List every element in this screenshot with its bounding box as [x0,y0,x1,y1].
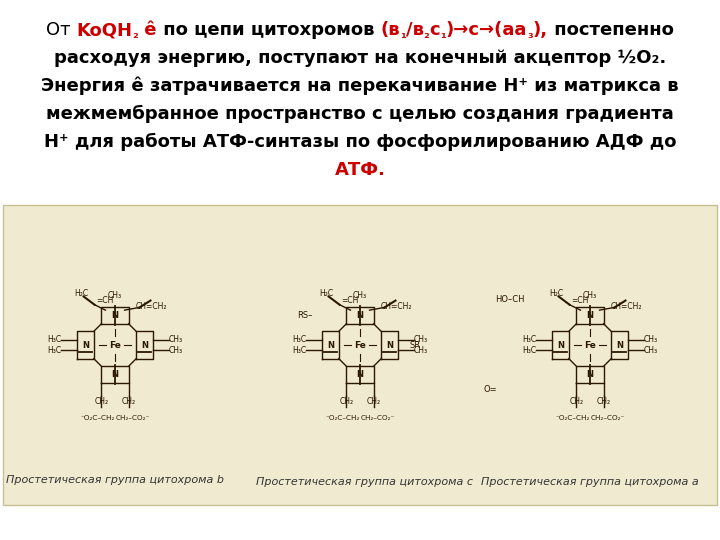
Text: Н⁺ для работы АТФ-синтазы по фосфорилированию АДФ до: Н⁺ для работы АТФ-синтазы по фосфорилиро… [44,133,676,151]
Text: CH₃: CH₃ [168,346,183,355]
Text: H₂C: H₂C [319,289,333,298]
Text: H₃C: H₃C [292,335,306,344]
Text: N: N [587,370,593,379]
Text: N: N [557,341,564,349]
Text: CH₃: CH₃ [644,346,658,355]
Text: постепенно: постепенно [548,21,674,39]
Text: SR: SR [410,341,420,349]
Text: с: с [429,21,440,39]
Text: ₃: ₃ [527,28,533,40]
Text: N: N [356,370,364,379]
Text: CH₂–CO₂⁻: CH₂–CO₂⁻ [361,415,395,421]
Text: H₃C: H₃C [522,346,536,355]
Text: CH=CH₂: CH=CH₂ [611,301,642,310]
Text: ₁: ₁ [400,28,405,40]
Text: АТФ.: АТФ. [335,161,385,179]
Text: Fe: Fe [584,341,596,349]
Text: =CH: =CH [96,296,113,305]
Text: ⁻O₂C–CH₂: ⁻O₂C–CH₂ [555,415,590,421]
Text: расходуя энергию, поступают на конечный акцептор ½О₂.: расходуя энергию, поступают на конечный … [54,49,666,67]
Text: CH₂: CH₂ [570,397,583,406]
FancyBboxPatch shape [3,205,717,505]
Text: по цепи цитохромов: по цепи цитохромов [156,21,380,39]
Text: H₃C: H₃C [522,335,536,344]
Text: H₂C: H₂C [549,289,563,298]
Text: )→с→(аа: )→с→(аа [446,21,527,39]
Text: От: От [46,21,76,39]
Text: Простетическая группа цитохрома a: Простетическая группа цитохрома a [481,477,699,487]
Text: CH=CH₂: CH=CH₂ [135,301,167,310]
Text: Простетическая группа цитохрома b: Простетическая группа цитохрома b [6,475,224,485]
Text: N: N [112,370,119,379]
Text: N: N [356,311,364,320]
Text: ₁: ₁ [440,28,446,40]
Text: (в: (в [380,21,400,39]
Text: /в: /в [405,21,423,39]
Text: CH₂: CH₂ [94,397,109,406]
Text: CH₃: CH₃ [353,291,367,300]
Text: межмембранное пространство с целью создания градиента: межмембранное пространство с целью созда… [46,105,674,123]
Text: CH₂: CH₂ [597,397,611,406]
Text: N: N [616,341,623,349]
Text: RS–: RS– [297,310,312,320]
Text: N: N [587,311,593,320]
Text: CH₂: CH₂ [366,397,381,406]
Text: ê: ê [138,21,156,39]
Text: CH₂–CO₂⁻: CH₂–CO₂⁻ [590,415,625,421]
Text: H₃C: H₃C [292,346,306,355]
Text: ⁻O₂C–CH₂: ⁻O₂C–CH₂ [325,415,359,421]
Text: KoQH: KoQH [76,21,132,39]
Text: Fe: Fe [109,341,121,349]
Text: CH=CH₂: CH=CH₂ [380,301,412,310]
Text: ⁻O₂C–CH₂: ⁻O₂C–CH₂ [80,415,114,421]
Text: Fe: Fe [354,341,366,349]
Text: CH₃: CH₃ [644,335,658,344]
Text: H₃C: H₃C [47,335,61,344]
Text: O=: O= [483,386,497,395]
Text: =CH: =CH [341,296,359,305]
Text: =CH: =CH [571,296,588,305]
Text: Энергия ê затрачивается на перекачивание Н⁺ из матрикса в: Энергия ê затрачивается на перекачивание… [41,77,679,95]
Text: N: N [141,341,148,349]
Text: H₃C: H₃C [47,346,61,355]
Text: HO–CH: HO–CH [495,295,525,305]
Text: H₂C: H₂C [74,289,88,298]
Text: CH₂: CH₂ [339,397,354,406]
Text: ₂: ₂ [132,28,138,40]
Text: CH₃: CH₃ [583,291,597,300]
Text: CH₃: CH₃ [414,346,428,355]
Text: N: N [327,341,334,349]
Text: CH₂: CH₂ [122,397,135,406]
Text: Простетическая группа цитохрома c: Простетическая группа цитохрома c [256,477,474,487]
Text: ),: ), [533,21,548,39]
Text: N: N [82,341,89,349]
Text: CH₃: CH₃ [108,291,122,300]
Text: CH₂–CO₂⁻: CH₂–CO₂⁻ [115,415,150,421]
Text: CH₃: CH₃ [414,335,428,344]
Text: N: N [386,341,393,349]
Text: ₂: ₂ [423,28,429,40]
Text: CH₃: CH₃ [168,335,183,344]
Text: N: N [112,311,119,320]
